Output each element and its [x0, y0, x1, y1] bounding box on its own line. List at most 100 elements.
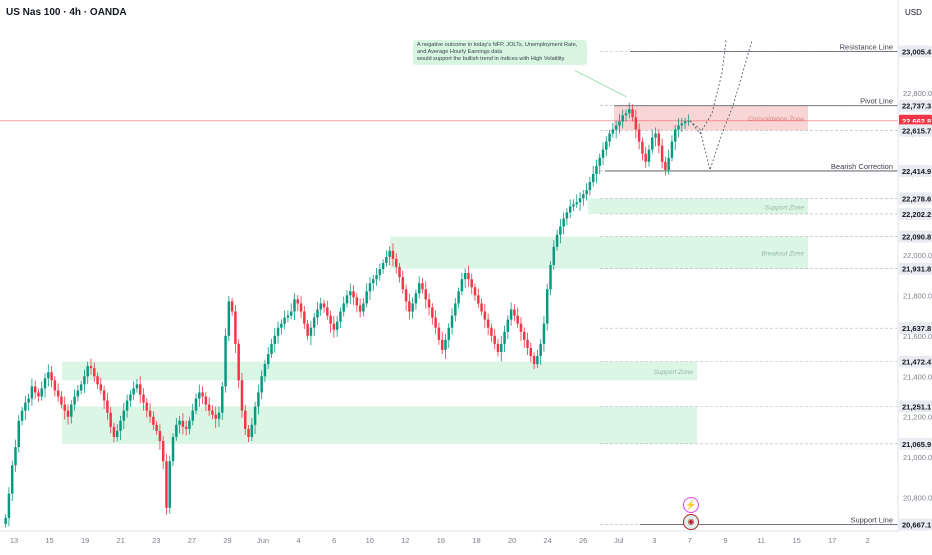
candle-body [529, 347, 533, 357]
price-label-text: 22,414.9 [902, 167, 931, 176]
candle-body [138, 384, 142, 395]
candle-body [303, 311, 306, 324]
candle-body [335, 321, 339, 330]
zone-label: Consolidation Zone [748, 116, 804, 123]
candle-body [568, 206, 572, 213]
candle-body [132, 388, 135, 395]
candle-body [417, 283, 421, 294]
lightning-icon[interactable]: ⚡ [683, 497, 699, 513]
candle-body [614, 125, 618, 130]
candle-body [96, 376, 99, 385]
price-label-text: 22,202.2 [902, 210, 931, 219]
candle-body [424, 289, 428, 300]
currency-label[interactable]: USD [905, 8, 922, 17]
candle-body [365, 291, 368, 304]
candle-body [309, 327, 313, 336]
candle-body [611, 129, 615, 134]
us-flag-icon[interactable]: ◉ [683, 514, 699, 530]
time-tick-label: 17 [828, 536, 836, 545]
candle-body [352, 291, 355, 298]
candle-body [647, 149, 651, 162]
price-label-box [899, 45, 932, 58]
price-label-box [899, 164, 932, 177]
line-label: Bearish Correction [831, 162, 893, 171]
candle-body [115, 430, 119, 437]
projection-paths [689, 40, 753, 172]
zone-rect [390, 236, 808, 269]
price-label-text: 22,090.8 [902, 233, 931, 242]
candle-body [408, 301, 411, 312]
candle-body [368, 283, 372, 292]
candle-body [221, 386, 224, 413]
projection-path-breakout [689, 40, 727, 135]
candle-body [289, 311, 293, 316]
time-tick-label: 19 [81, 536, 89, 545]
candle-body [532, 356, 536, 365]
candle-body [509, 309, 513, 320]
time-tick-label: 11 [757, 536, 765, 545]
candle-body [575, 202, 579, 205]
time-tick-label: 26 [579, 536, 587, 545]
candle-body [257, 392, 260, 407]
candle-body [470, 279, 473, 288]
candle-body [89, 366, 93, 369]
candle-body [477, 295, 480, 304]
candle-body [362, 303, 365, 312]
candle-body [201, 392, 204, 397]
candle-body [454, 303, 457, 316]
candle-body [565, 212, 569, 219]
candle-body [506, 319, 510, 332]
price-tick-label: 21,400.0 [903, 372, 932, 381]
price-label-box [899, 230, 932, 243]
candle-body [526, 339, 529, 348]
candle-body [76, 390, 80, 397]
price-label-box [899, 322, 932, 335]
chart-title: US Nas 100 · 4h · OANDA [6, 7, 127, 18]
candle-body [24, 402, 27, 411]
candle-body [385, 256, 388, 263]
candle-body [247, 428, 250, 437]
candle-body [437, 327, 441, 340]
candle-body [605, 141, 608, 150]
candle-body [391, 250, 395, 259]
line-label: Pivot Line [860, 97, 893, 106]
annotation-line: would support the bullish trend in indic… [417, 56, 565, 62]
annotation-line: A negative outcome in today's NFP, JOLTs… [417, 42, 578, 48]
time-tick-label: 23 [152, 536, 160, 545]
price-tick-label: 20,800.0 [903, 494, 932, 503]
price-axis[interactable]: 23,000.022,800.022,600.022,400.022,200.0… [897, 0, 932, 532]
candle-body [463, 273, 467, 280]
candle-body [93, 368, 96, 377]
candle-body [53, 380, 57, 391]
price-label-text: 22,662.8 [902, 117, 931, 126]
candle-body [545, 289, 549, 324]
candle-body [601, 149, 605, 158]
candle-body [595, 165, 598, 174]
time-axis[interactable]: 13 15 19 21 23 27 29 Jun 4 6 10 12 16 18 20 24 26 Jul 3 7 9 1… [0, 530, 898, 545]
candle-body [654, 133, 657, 138]
candle-body [555, 234, 559, 247]
candle-body [161, 440, 165, 462]
price-tick-label: 21,800.0 [903, 291, 932, 300]
candle-body [444, 339, 447, 350]
candle-body [536, 356, 539, 365]
candle-body [483, 311, 487, 320]
candle-body [572, 204, 575, 207]
candle-body [148, 410, 152, 417]
price-label-text: 20,667.1 [902, 521, 931, 530]
candle-body [450, 315, 454, 328]
candle-body [273, 335, 277, 344]
time-tick-label: 13 [10, 536, 18, 545]
candle-body [135, 384, 139, 389]
price-label-text: 21,065.9 [902, 440, 931, 449]
candle-body [106, 400, 109, 413]
line-label: Resistance Line [840, 43, 893, 52]
candle-body [270, 343, 273, 355]
candle-body [188, 420, 191, 429]
price-label-box [899, 437, 932, 450]
candle-body [542, 323, 546, 344]
candle-body [585, 190, 588, 195]
candle-body [332, 323, 336, 330]
time-tick-label: 29 [223, 536, 231, 545]
